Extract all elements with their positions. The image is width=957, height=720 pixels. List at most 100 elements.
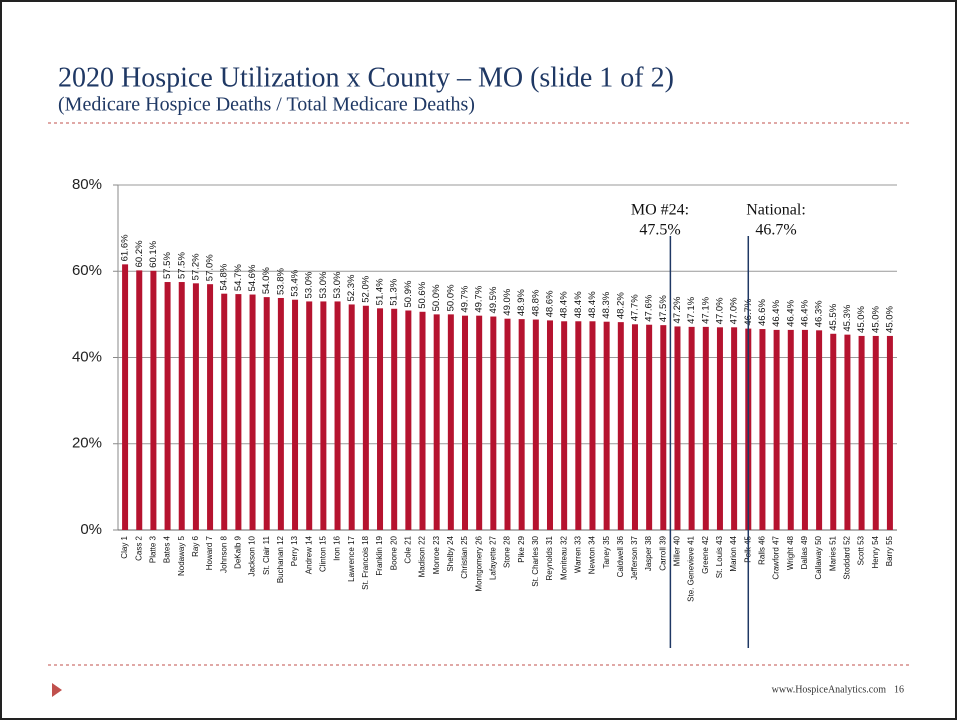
x-tick-label: Cole 21	[403, 535, 412, 563]
x-tick-label: Henry 54	[871, 535, 880, 568]
value-label: 47.5%	[658, 295, 669, 322]
x-tick-label: Pike 29	[517, 535, 526, 562]
bar	[192, 283, 199, 530]
x-tick-label: Newton 34	[588, 535, 597, 574]
bar	[759, 329, 766, 530]
x-tick-label: Marion 44	[729, 535, 738, 571]
x-tick-label: DeKalb 9	[234, 535, 243, 568]
bar	[561, 321, 568, 530]
value-label: 50.9%	[403, 280, 414, 307]
x-tick-label: St. Clair 11	[262, 535, 271, 575]
x-tick-label: Platte 3	[149, 535, 158, 563]
x-tick-label: Clay 1	[120, 535, 129, 558]
bar	[702, 326, 709, 530]
x-tick-label: Buchanan 12	[276, 535, 285, 583]
x-tick-label: Monroe 23	[432, 535, 441, 574]
bar	[476, 315, 483, 530]
x-tick-label: Scott 53	[857, 535, 866, 565]
value-label: 53.0%	[332, 271, 343, 298]
bar	[886, 335, 893, 530]
bar	[136, 270, 143, 530]
value-label: 49.0%	[502, 288, 513, 315]
bar	[844, 334, 851, 530]
value-label: 53.4%	[290, 269, 301, 296]
value-label: 60.2%	[134, 240, 145, 267]
x-tick-label: Nodaway 5	[177, 535, 186, 576]
value-label: 47.2%	[672, 296, 683, 323]
x-tick-label: Shelby 24	[446, 535, 455, 571]
bar	[787, 329, 794, 530]
x-tick-label: Jefferson 37	[630, 535, 639, 579]
x-tick-label: Montgomery 26	[474, 535, 483, 591]
value-label: 45.0%	[884, 305, 895, 332]
x-tick-label: Stoddard 52	[843, 535, 852, 579]
value-label: 48.3%	[601, 291, 612, 318]
value-label: 53.0%	[304, 271, 315, 298]
value-label: 52.0%	[360, 275, 371, 302]
value-label: 46.4%	[771, 299, 782, 326]
x-tick-label: Stone 28	[503, 535, 512, 568]
value-label: 52.3%	[346, 274, 357, 301]
value-label: 47.1%	[700, 296, 711, 323]
x-tick-label: Iron 16	[333, 535, 342, 560]
bar	[631, 324, 638, 530]
bar	[447, 314, 454, 530]
slide-title: 2020 Hospice Utilization x County – MO (…	[58, 62, 674, 93]
bar	[150, 270, 157, 530]
x-tick-label: Moniteau 32	[559, 535, 568, 580]
bar	[277, 297, 284, 530]
value-label: 48.8%	[530, 289, 541, 316]
bar	[263, 297, 270, 530]
annotation-label: MO #24:	[631, 202, 689, 219]
value-label: 48.4%	[587, 291, 598, 318]
bar	[617, 322, 624, 530]
y-tick-label: 80%	[72, 176, 102, 193]
x-tick-label: Crawford 47	[772, 535, 781, 579]
bar	[816, 330, 823, 530]
value-label: 50.0%	[445, 284, 456, 311]
value-label: 46.6%	[757, 299, 768, 326]
bar	[221, 293, 228, 530]
value-label: 49.7%	[460, 285, 471, 312]
x-tick-label: St. Charles 30	[531, 535, 540, 586]
value-label: 45.0%	[870, 305, 881, 332]
value-label: 54.8%	[219, 263, 230, 290]
value-label: 48.9%	[516, 289, 527, 316]
value-label: 45.3%	[842, 304, 853, 331]
value-label: 46.3%	[814, 300, 825, 327]
x-tick-label: Taney 35	[602, 535, 611, 568]
bar	[178, 282, 185, 530]
value-label: 45.0%	[856, 305, 867, 332]
x-tick-label: Franklin 19	[375, 535, 384, 575]
x-tick-label: Andrew 14	[304, 535, 313, 574]
bar	[405, 310, 412, 530]
x-tick-label: Howard 7	[205, 535, 214, 570]
bar	[433, 314, 440, 530]
x-tick-label: Barry 55	[885, 535, 894, 566]
slide-subtitle: (Medicare Hospice Deaths / Total Medicar…	[58, 94, 475, 116]
bar	[334, 301, 341, 530]
value-label: 50.6%	[417, 281, 428, 308]
x-tick-label: Callaway 50	[814, 535, 823, 579]
bar	[419, 311, 426, 530]
value-label: 48.6%	[545, 290, 556, 317]
x-tick-label: Lawrence 17	[347, 535, 356, 581]
value-label: 49.7%	[474, 285, 485, 312]
x-tick-label: Perry 13	[290, 535, 299, 566]
value-label: 57.0%	[205, 254, 216, 281]
value-label: 54.6%	[247, 264, 258, 291]
value-label: 57.5%	[162, 252, 173, 279]
x-tick-label: Lafayette 27	[488, 535, 497, 580]
value-label: 54.7%	[233, 264, 244, 291]
x-tick-label: Jackson 10	[248, 535, 257, 576]
bar	[462, 315, 469, 530]
value-label: 47.1%	[686, 296, 697, 323]
value-label: 48.4%	[573, 291, 584, 318]
bar	[122, 264, 129, 530]
bar	[546, 320, 553, 530]
x-tick-label: Johnson 8	[219, 535, 228, 572]
bar	[688, 326, 695, 530]
value-label: 47.6%	[644, 294, 655, 321]
annotation-value: 47.5%	[639, 222, 680, 239]
x-tick-label: Boone 20	[389, 535, 398, 570]
